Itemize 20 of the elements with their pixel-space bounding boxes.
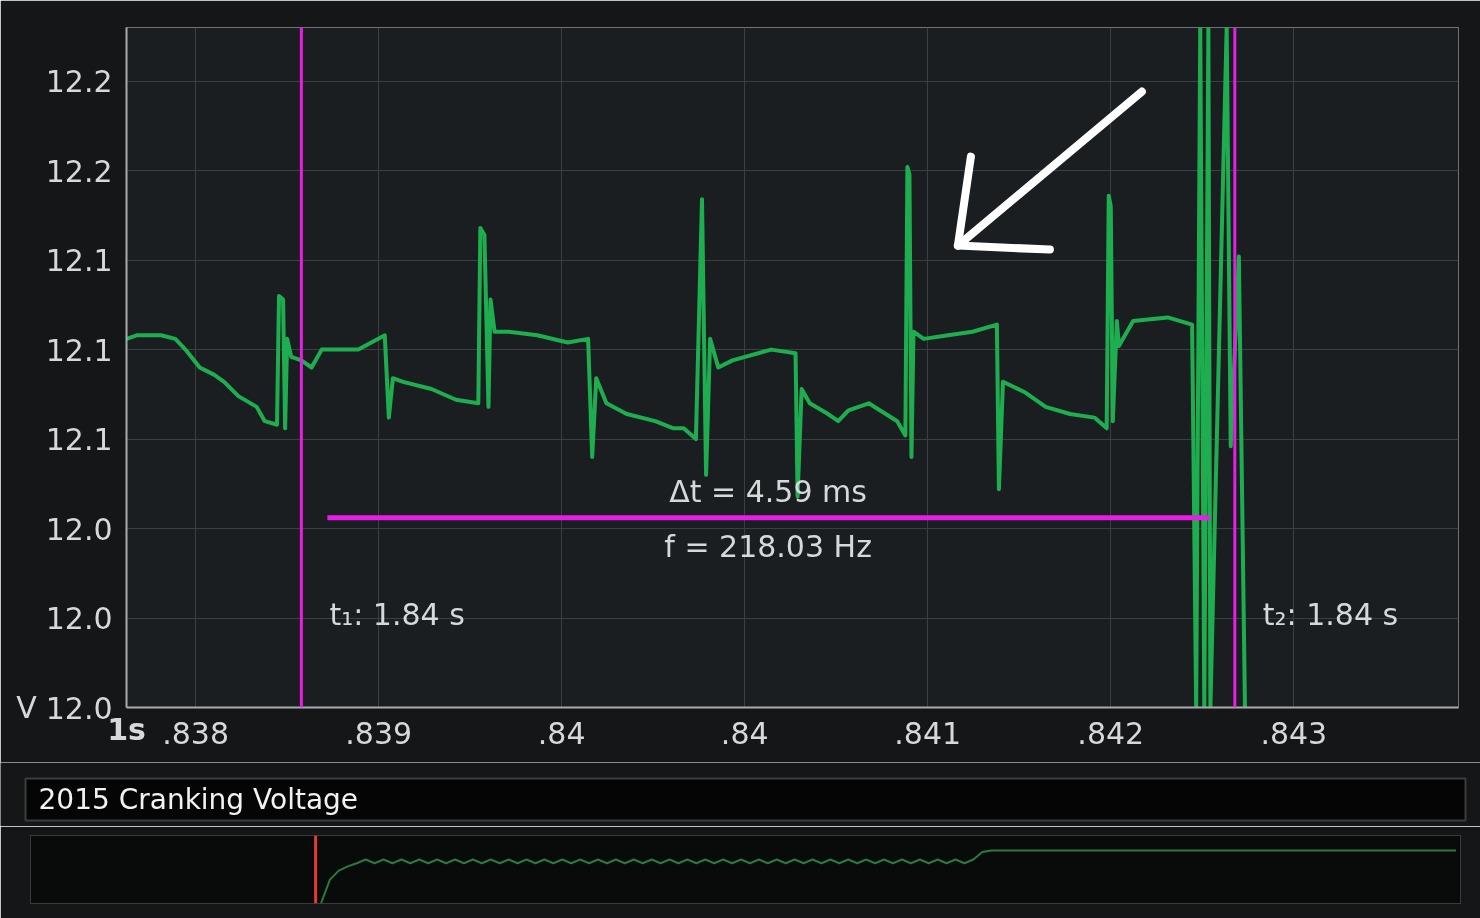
y-axis-title: V — [16, 690, 38, 725]
y-tick-label: 12.2 — [45, 64, 113, 100]
x-tick-label: .839 — [345, 715, 413, 751]
y-tick-label: 12.1 — [45, 422, 113, 458]
annotation: f = 218.03 Hz — [664, 529, 872, 565]
annotation: t₁: 1.84 s — [329, 597, 465, 632]
y-tick-label: 12.0 — [45, 511, 113, 547]
chart-title: 2015 Cranking Voltage — [38, 783, 359, 816]
annotation: t₂: 1.84 s — [1262, 597, 1399, 632]
x-tick-label: .841 — [894, 715, 962, 751]
annotation: Δt = 4.59 ms — [669, 474, 867, 510]
x-tick-label: .843 — [1260, 715, 1328, 751]
y-tick-label: 12.2 — [45, 153, 113, 189]
x-tick-label: .84 — [720, 715, 769, 751]
x-tick-label: .838 — [162, 715, 230, 751]
y-tick-label: 12.1 — [45, 332, 113, 368]
x-tick-label: .842 — [1077, 715, 1145, 751]
y-tick-label: 12.1 — [45, 243, 113, 279]
x-tick-label: .84 — [537, 715, 586, 751]
y-tick-label: 12.0 — [45, 601, 113, 637]
